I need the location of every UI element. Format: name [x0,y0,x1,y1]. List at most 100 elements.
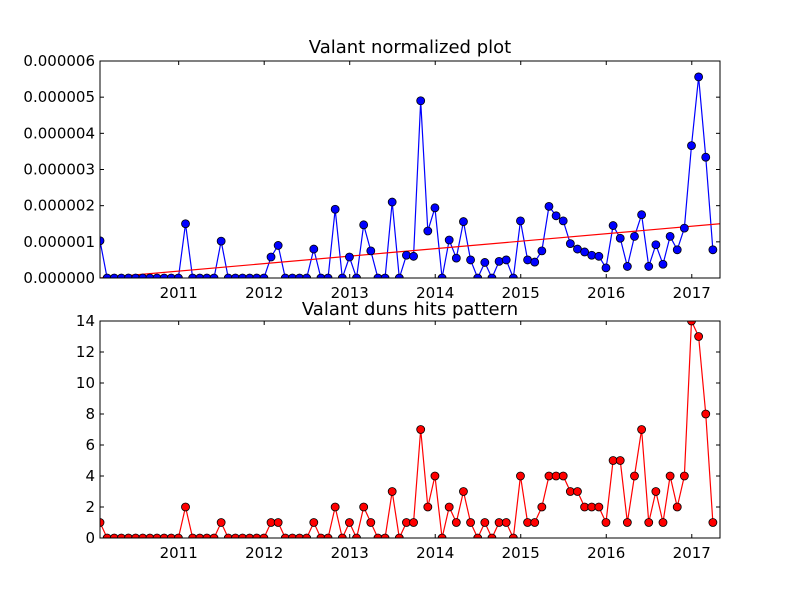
data-point [658,259,668,269]
data-point [537,502,547,512]
data-point [580,247,589,257]
series-line [100,76,714,278]
data-point [451,518,461,527]
data-point [409,518,418,527]
data-point [480,518,490,527]
data-point [330,502,340,512]
data-point [202,273,212,278]
normalized-plot-frame [99,60,721,279]
y-tick-label: 0.000000 [23,269,95,287]
data-point [273,518,283,527]
data-point [109,273,119,278]
data-point [444,502,454,512]
data-point [173,533,183,538]
x-tick-label: 2013 [331,544,369,562]
data-point [216,236,226,246]
data-point [330,204,340,214]
data-point [309,244,319,254]
data-point [131,533,141,538]
data-point [102,533,112,538]
data-point [665,232,675,241]
data-point [195,273,205,278]
data-point [480,258,490,267]
data-point [302,533,312,538]
data-point [637,210,647,220]
data-point [551,211,561,221]
y-tick-label: 4 [85,467,95,485]
data-point [209,533,219,538]
data-point [487,273,497,278]
data-point [708,518,718,527]
data-point [366,246,376,256]
data-point [651,487,661,496]
data-point [288,273,297,278]
data-point [444,235,454,245]
data-point [687,321,696,326]
x-tick-label: 2012 [245,284,283,302]
data-point [100,518,105,527]
data-point [181,219,190,229]
series-group [100,321,718,538]
data-point [494,256,504,266]
data-point [644,518,654,527]
data-point [672,245,682,255]
data-point [216,518,226,527]
data-point [245,273,255,278]
data-point [701,409,711,419]
x-tick-label: 2015 [502,284,540,302]
data-point [380,533,390,538]
data-point [195,533,205,538]
duns-hits-marks: 0 2 4 6 8 10 12 14 2011 2012 2013 2014 2015 2016 2017 [76,312,720,562]
x-tick-label: 2014 [416,284,454,302]
data-point [466,255,475,265]
data-point [630,232,639,241]
data-point [437,273,447,278]
chart-title: Valant duns hits pattern [302,299,518,320]
data-point [309,518,319,527]
data-point [459,217,468,226]
data-point [337,533,347,538]
data-point [166,533,176,538]
data-point [501,255,511,265]
data-point [622,518,632,527]
data-point [238,273,247,278]
data-point [601,518,611,527]
x-tick-label: 2011 [160,284,198,302]
x-tick-label: 2014 [416,544,454,562]
data-point [402,250,411,260]
y-tick-label: 8 [85,405,95,423]
x-tick-label: 2016 [587,284,625,302]
trend-line [100,223,720,278]
data-point [116,533,126,538]
data-point [345,518,354,527]
data-point [152,533,162,538]
data-point [516,216,525,226]
data-point [651,240,661,250]
data-point [188,273,198,278]
data-point [537,246,547,256]
data-point [188,533,198,538]
data-point [558,216,568,226]
data-point [466,518,475,527]
data-point [223,533,233,538]
x-tick-label: 2016 [587,544,625,562]
normalized-plot-marks: 0.000000 0.000001 0.000002 0.000003 0.000004… [23,52,720,302]
data-point [558,471,568,481]
data-point [594,251,604,261]
data-point [530,257,540,267]
data-point [366,518,376,527]
data-point [280,533,290,538]
chart-title: Valant normalized plot [309,37,511,58]
data-point [231,273,240,278]
data-point [387,487,397,496]
data-point [259,273,269,278]
x-tick-label: 2017 [673,284,711,302]
data-point [544,201,554,211]
data-point [295,533,304,538]
data-point [687,141,696,151]
data-point [181,502,190,512]
data-point [387,197,397,207]
data-point [373,273,383,278]
data-point [409,251,418,261]
data-point [594,502,604,512]
